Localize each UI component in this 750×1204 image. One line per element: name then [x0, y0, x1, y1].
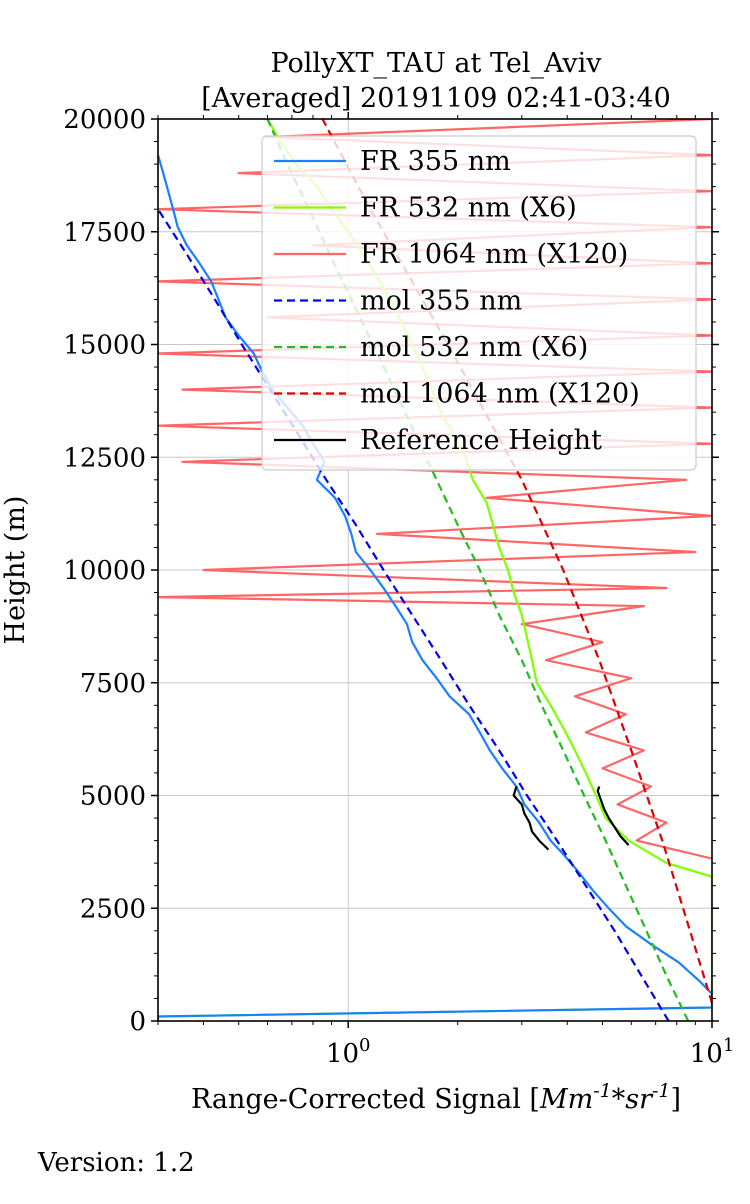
- x-axis-label-superscript: -1: [593, 1080, 612, 1102]
- x-tick-label-base: 10: [326, 1039, 359, 1069]
- y-tick-label: 0: [129, 1007, 146, 1037]
- series-line-mol-355-nm: [158, 208, 670, 1021]
- legend-label: mol 532 nm (X6): [360, 332, 588, 363]
- y-tick-label: 7500: [80, 669, 146, 699]
- x-tick-label-exponent: 0: [359, 1035, 370, 1056]
- x-axis-label-math-text: *sr: [612, 1084, 654, 1115]
- y-tick-label: 12500: [63, 443, 146, 473]
- y-axis-label: Height (m): [0, 496, 31, 645]
- y-tick-label: 5000: [80, 782, 146, 812]
- chart-title: PollyXT_TAU at Tel_Aviv: [270, 48, 602, 79]
- series-line-mol-532-nm-x6: [266, 119, 690, 1021]
- chart-subtitle: [Averaged] 20191109 02:41-03:40: [201, 83, 671, 114]
- legend-box: [261, 135, 697, 471]
- y-tick-label: 20000: [63, 105, 146, 135]
- version-label: Version: 1.2: [38, 1148, 195, 1178]
- legend-label: FR 1064 nm (X120): [360, 239, 628, 270]
- legend-label: FR 532 nm (X6): [360, 193, 577, 224]
- legend-label: mol 1064 nm (X120): [360, 379, 640, 410]
- legend-label: FR 355 nm: [360, 146, 511, 177]
- x-axis-label-math-text: Mm: [539, 1084, 593, 1115]
- legend-label: mol 355 nm: [360, 286, 522, 317]
- plot-area: 0250050007500100001250015000175002000010…: [63, 105, 734, 1069]
- y-tick-label: 2500: [80, 894, 146, 924]
- x-axis-label-close: ]: [671, 1084, 682, 1115]
- x-tick-label-base: 10: [690, 1039, 723, 1069]
- series-line-reference-height-532: [596, 786, 630, 846]
- x-axis-label-text: Range-Corrected Signal [: [191, 1084, 540, 1115]
- series-line-reference-height: [512, 786, 550, 851]
- y-tick-label: 10000: [63, 556, 146, 586]
- x-tick-label: 101: [690, 1035, 735, 1069]
- plot-frame: [157, 118, 713, 1022]
- legend: FR 355 nm FR 532 nm (X6) FR 1064 nm (X120)…: [261, 135, 697, 471]
- y-tick-label: 17500: [63, 218, 146, 248]
- x-axis-label-units: Mm-1*sr-1: [539, 1080, 671, 1115]
- x-tick-label: 100: [326, 1035, 371, 1069]
- x-axis-label: Range-Corrected Signal [Mm-1*sr-1]: [191, 1080, 681, 1115]
- y-tick-label: 15000: [63, 331, 146, 361]
- legend-label: Reference Height: [360, 425, 602, 456]
- x-tick-label-exponent: 1: [723, 1035, 734, 1056]
- series-line-fr-355-nm: [158, 154, 712, 1021]
- x-axis-label-superscript: -1: [652, 1080, 671, 1102]
